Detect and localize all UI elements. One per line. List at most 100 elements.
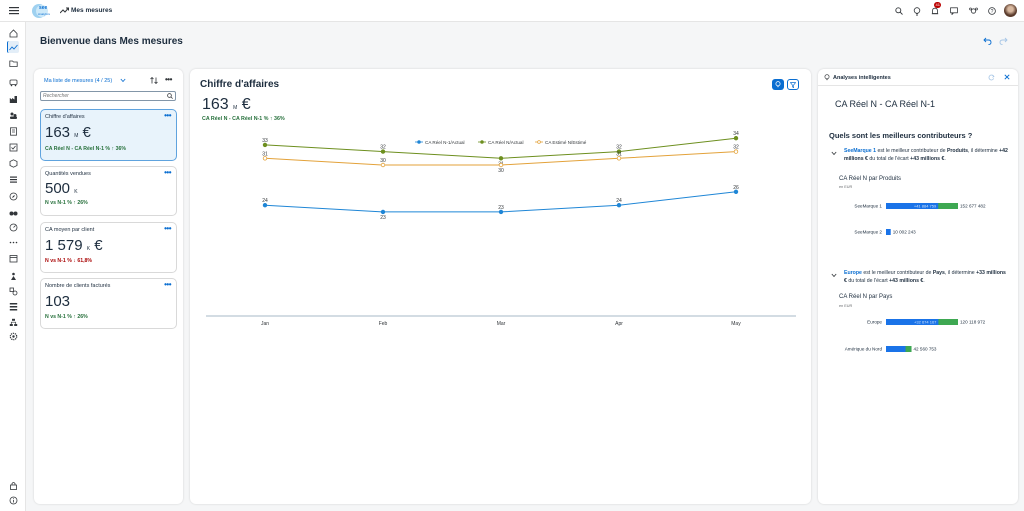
shapes-icon[interactable] <box>7 285 19 297</box>
data-point[interactable] <box>733 135 739 141</box>
data-point[interactable] <box>498 209 504 215</box>
speedometer-icon[interactable] <box>7 221 19 233</box>
data-point[interactable] <box>733 149 739 154</box>
bar-delta <box>938 203 958 209</box>
page-title: Bienvenue dans Mes mesures <box>40 36 183 47</box>
close-icon[interactable] <box>1004 74 1010 82</box>
data-point[interactable] <box>498 156 504 161</box>
binoculars-icon[interactable] <box>7 206 19 218</box>
settings-icon[interactable] <box>7 330 19 342</box>
contributor-bar[interactable]: Europe +32 674 167 120 118 972 <box>867 319 986 325</box>
person-icon[interactable] <box>7 270 19 282</box>
measures-panel: Ma liste de mesures (4 / 25) ••• Chiffre… <box>34 69 183 504</box>
measure-card-value: 1 579 K € <box>45 237 103 254</box>
data-label: 34 <box>733 131 739 137</box>
x-tick-label: Apr <box>615 321 623 327</box>
contributor-bar[interactable]: SeeMarque 2 10 002 243 <box>854 229 916 235</box>
data-point[interactable] <box>262 142 268 148</box>
undo-icon[interactable] <box>983 37 993 47</box>
card-more-icon[interactable]: ••• <box>164 168 171 177</box>
legend-item[interactable]: CA Réel N-1/Actual <box>415 140 465 145</box>
redo-icon[interactable] <box>999 37 1009 47</box>
data-point[interactable] <box>380 149 386 154</box>
chat-icon[interactable] <box>949 6 959 16</box>
measure-card-clients[interactable]: Nombre de clients facturés ••• 103 N vs … <box>40 278 177 329</box>
search-field-icon[interactable] <box>167 93 173 101</box>
people-icon[interactable] <box>7 109 19 121</box>
card-more-icon[interactable]: ••• <box>164 111 171 120</box>
network-icon[interactable] <box>7 300 19 312</box>
card-more-icon[interactable]: ••• <box>164 224 171 233</box>
card-more-icon[interactable]: ••• <box>164 280 171 289</box>
menu-icon[interactable] <box>9 6 19 15</box>
user-avatar[interactable] <box>1004 4 1017 17</box>
truck-icon[interactable] <box>7 76 19 88</box>
insights-toggle-button[interactable] <box>772 79 784 90</box>
measure-card-comparison: N vs N-1 % ↑ 26% <box>45 314 88 320</box>
factory-icon[interactable] <box>7 93 19 105</box>
insights-header: Analyses intelligentes <box>833 75 891 81</box>
compass-icon[interactable] <box>7 190 19 202</box>
bar-value-label: 120 118 972 <box>960 320 986 325</box>
bar-category-label: Amérique du Nord <box>845 347 883 352</box>
chevron-down-icon[interactable] <box>831 273 837 280</box>
data-point[interactable] <box>380 209 386 215</box>
hierarchy-icon[interactable] <box>7 316 19 328</box>
data-label: 30 <box>498 168 504 174</box>
measure-card-title: Chiffre d'affaires <box>45 114 85 120</box>
search-icon[interactable] <box>894 6 904 16</box>
more-options-icon[interactable]: ••• <box>165 75 172 84</box>
arrow-up-icon: ↑ <box>73 314 76 320</box>
measure-card-quantites[interactable]: Quantités vendues ••• 500 K N vs N-1 % ↑… <box>40 166 177 216</box>
measures-list-title[interactable]: Ma liste de mesures (4 / 25) <box>44 78 113 84</box>
measure-card-ca-moyen[interactable]: CA moyen par client ••• 1 579 K € N vs N… <box>40 222 177 273</box>
company-logo[interactable]: see Analytics <box>31 3 57 19</box>
measure-card-comparison: N vs N-1 % ↓ 61,8% <box>45 258 93 264</box>
contributor-bar[interactable]: Amérique du Nord 42 560 753 <box>845 346 937 352</box>
measure-card-comparison: CA Réel N - CA Réel N-1 % ↑ 36% <box>45 146 126 152</box>
legend-marker <box>480 140 484 144</box>
sort-icon[interactable] <box>150 76 158 85</box>
data-point[interactable] <box>498 162 504 168</box>
bar-delta <box>938 319 958 325</box>
box-icon[interactable] <box>7 157 19 169</box>
data-label: 30 <box>380 158 386 164</box>
data-point[interactable] <box>262 156 268 161</box>
data-point[interactable] <box>380 162 386 168</box>
home-icon[interactable] <box>7 27 19 39</box>
chevron-down-icon[interactable] <box>831 151 837 158</box>
data-point[interactable] <box>733 189 739 194</box>
list-icon[interactable] <box>7 173 19 185</box>
lightbulb-icon[interactable] <box>912 6 922 16</box>
document-icon[interactable] <box>7 125 19 137</box>
data-label: 31 <box>616 151 622 157</box>
calendar-icon[interactable] <box>7 252 19 264</box>
chevron-down-icon[interactable] <box>120 78 126 84</box>
arrow-up-icon: ↑ <box>269 116 273 122</box>
legend-item[interactable]: CA Estimé N/Estimé <box>535 140 587 145</box>
checklist-icon[interactable] <box>7 141 19 153</box>
search-input[interactable] <box>43 92 161 100</box>
help-icon[interactable]: ? <box>987 6 997 16</box>
measure-card-title: CA moyen par client <box>45 227 95 233</box>
contributor-bar[interactable]: SeeMarque 1 +41 884 759 152 677 482 <box>854 203 986 209</box>
data-point[interactable] <box>616 202 622 208</box>
info-icon[interactable] <box>7 494 19 506</box>
search-field[interactable] <box>40 91 176 101</box>
data-point[interactable] <box>616 149 622 154</box>
app-title[interactable]: Mes mesures <box>71 7 113 14</box>
folder-icon[interactable] <box>7 57 19 69</box>
data-point[interactable] <box>616 156 622 161</box>
legend-item[interactable]: CA Réel N/Actual <box>478 140 524 145</box>
data-point[interactable] <box>262 202 268 208</box>
arrow-down-icon: ↓ <box>73 258 76 264</box>
measure-card-chiffre-affaires[interactable]: Chiffre d'affaires ••• 163 M € CA Réel N… <box>40 109 177 161</box>
more-icon[interactable] <box>7 236 19 248</box>
trend-nav-icon[interactable] <box>7 41 19 53</box>
trend-icon <box>59 7 69 15</box>
notification-bell-icon[interactable]: 41 <box>930 2 942 16</box>
lock-icon[interactable] <box>7 479 19 491</box>
apps-icon[interactable] <box>968 6 978 16</box>
filter-button[interactable] <box>787 79 799 90</box>
refresh-icon[interactable] <box>988 74 995 83</box>
